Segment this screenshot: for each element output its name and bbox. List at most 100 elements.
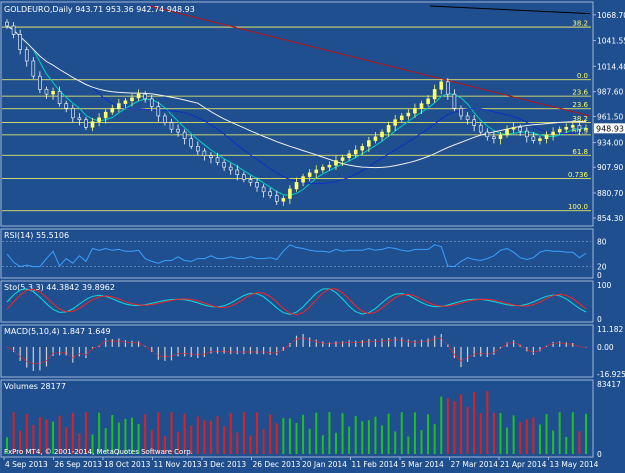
indicator-tick-label: -16.925 [597, 370, 625, 379]
rsi-line-path [6, 244, 587, 268]
price-tick-label: 880.70 [597, 189, 623, 198]
fib-level-label: 23.6 [572, 101, 588, 109]
candle-body [242, 174, 246, 180]
date-tick-label: 26 Dec 2013 [253, 460, 301, 469]
price-tick-label: 854.30 [597, 214, 623, 223]
date-axis: 4 Sep 2013 26 Sep 2013 18 Oct 2013 11 Nov 2… [3, 457, 599, 469]
candle-body [163, 115, 167, 123]
candle-body [380, 131, 384, 138]
price-panel[interactable]: 38.2 0.0 23.6 23.6 38.2 50.0 61.8 0.736 100.0 GO… [0, 1, 625, 227]
candle-body [5, 21, 9, 27]
candle-body [84, 119, 88, 128]
candle-body [51, 91, 55, 95]
stochastic-lines [6, 288, 587, 316]
candle-body [294, 181, 299, 190]
rsi-axis: 80 200 [597, 237, 607, 280]
candle-body [334, 160, 338, 166]
candle-body [498, 134, 503, 139]
indicator-tick-label: 0.00 [597, 343, 614, 352]
indicator-tick-label: 0 [597, 450, 602, 459]
price-tick-label: 1068.70 [597, 11, 625, 20]
price-tick-label: 961.50 [597, 112, 623, 121]
candle-body [340, 157, 345, 161]
fib-level-label: 38.2 [572, 115, 588, 123]
candle-body [584, 127, 588, 130]
candle-body [393, 119, 397, 126]
candle-body [90, 121, 95, 128]
candle-body [373, 136, 378, 141]
indicator-tick-label: 0 [597, 315, 602, 324]
stochastic-panel-border [0, 280, 594, 323]
candle-body [57, 91, 62, 104]
candle-body [551, 131, 555, 136]
candle-body [544, 134, 549, 139]
price-tick-label: 907.90 [597, 163, 623, 172]
candle-body [130, 97, 134, 102]
volumes-axis: 83417 0 [597, 380, 621, 459]
indicator-tick-label: 0 [597, 271, 602, 280]
candle-body [321, 166, 325, 171]
candle-body [182, 131, 187, 139]
rsi-line [2, 241, 591, 268]
candle-body [11, 25, 16, 35]
candle-body [465, 115, 470, 121]
fib-level-label: 0.0 [577, 72, 588, 80]
candle-body [235, 169, 240, 176]
candle-body [327, 164, 332, 168]
fib-level-label: 38.2 [572, 20, 588, 28]
indicator-tick-label: 80 [597, 237, 607, 246]
date-tick-label: 11 Feb 2014 [352, 460, 399, 469]
trend-line-red [149, 5, 591, 117]
price-tick-label: 934.00 [597, 138, 623, 147]
candle-body [228, 166, 233, 171]
stochastic-label: Sto(5,3,3) 44.3842 39.8962 [4, 283, 115, 292]
price-axis: 1068.70 1041.55 1014.40 987.60 961.50 934.00 9… [593, 11, 625, 223]
date-tick-label: 18 Oct 2013 [104, 460, 151, 469]
candle-body [222, 162, 226, 168]
fib-level-label: 100.0 [568, 203, 588, 211]
rsi-panel[interactable]: RSI(14) 55.5106 80 200 [0, 228, 607, 280]
candle-body [136, 93, 141, 99]
date-tick-label: 3 Dec 2013 [203, 460, 246, 469]
candle-body [492, 136, 496, 139]
ma-slow-line [6, 25, 587, 169]
candle-body [24, 49, 29, 62]
rsi-label: RSI(14) 55.5106 [4, 231, 69, 240]
candle-body [505, 128, 509, 136]
candle-body [571, 125, 575, 128]
candle-body [209, 155, 213, 158]
macd-panel[interactable]: MACD(5,10,4) 1.847 1.649 11.182 0.00 -16.9… [0, 324, 625, 379]
candle-body [123, 100, 128, 104]
volumes-panel-border [0, 379, 594, 458]
copyright-text: FxPro MT4, © 2001-2014, MetaQuotes Softw… [4, 448, 193, 456]
candle-body [511, 127, 516, 130]
candle-body [459, 108, 463, 117]
indicator-tick-label: 20 [597, 263, 607, 272]
price-tick-label: 987.60 [597, 88, 623, 97]
candle-body [268, 191, 272, 196]
indicator-tick-label: 100 [597, 281, 612, 290]
candle-body [478, 125, 483, 133]
candle-body [367, 140, 371, 147]
current-price-text: 948.93 [596, 124, 624, 133]
candle-body [274, 195, 279, 202]
candle-body [314, 169, 319, 174]
candle-body [538, 138, 542, 141]
ma-fast-line [6, 25, 587, 196]
candle-body [439, 81, 444, 90]
candle-body [31, 60, 36, 77]
candle-body [18, 34, 22, 50]
macd-label: MACD(5,10,4) 1.847 1.649 [4, 327, 111, 336]
candle-body [169, 122, 174, 130]
fib-level-label: 23.6 [572, 89, 588, 97]
candle-body [518, 127, 523, 132]
fib-level-label: 50.0 [572, 127, 588, 135]
stochastic-panel[interactable]: Sto(5,3,3) 44.3842 39.8962 100 0 [0, 280, 612, 324]
candle-body [564, 127, 569, 130]
candle-body [143, 93, 147, 100]
candlesticks [5, 19, 588, 206]
volumes-panel[interactable]: Volumes 28177 83417 0 FxPro MT4, © 2001-2… [0, 379, 621, 459]
date-tick-label: 21 Apr 2014 [500, 460, 547, 469]
